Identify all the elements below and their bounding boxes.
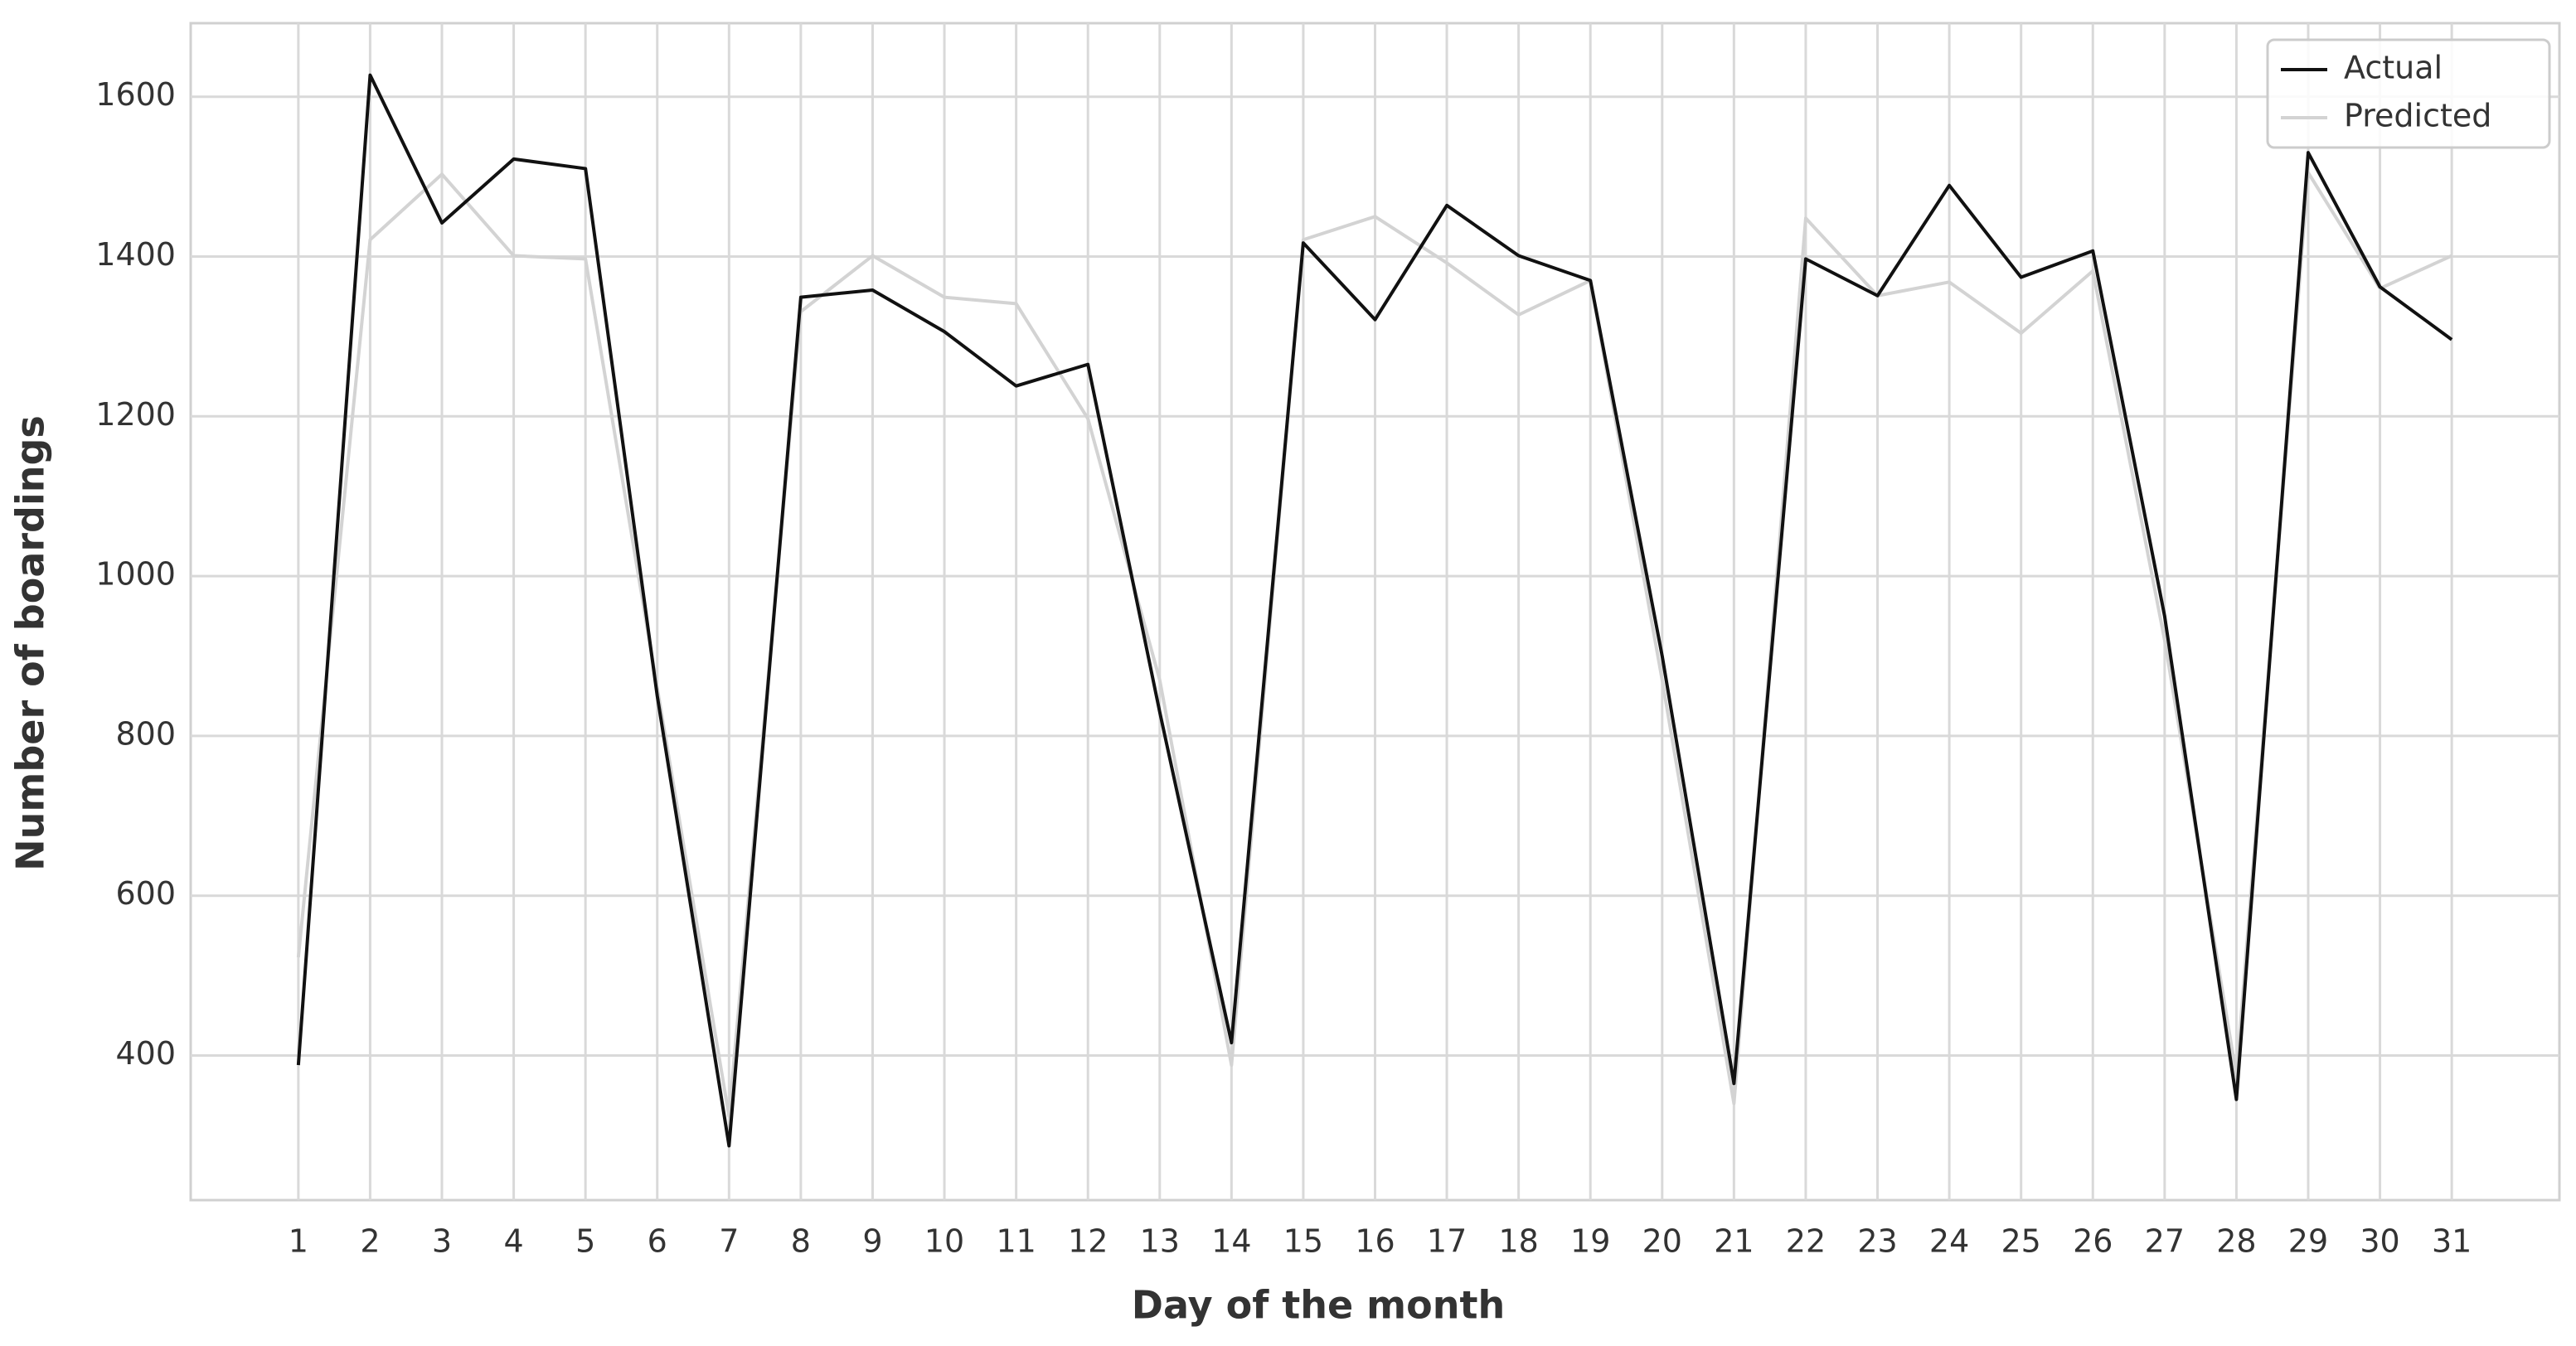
x-tick-label: 12	[1068, 1223, 1108, 1260]
x-tick-label: 29	[2288, 1223, 2328, 1260]
x-tick-label: 26	[2073, 1223, 2113, 1260]
x-tick-label: 8	[791, 1223, 811, 1260]
legend-label: Predicted	[2344, 98, 2491, 134]
x-tick-label: 7	[719, 1223, 739, 1260]
x-tick-label: 20	[1642, 1223, 1682, 1260]
line-series	[296, 73, 2453, 1148]
x-tick-label: 21	[1714, 1223, 1754, 1260]
x-tick-label: 10	[924, 1223, 964, 1260]
x-tick-label: 1	[289, 1223, 308, 1260]
x-tick-label: 25	[2001, 1223, 2041, 1260]
x-axis-label: Day of the month	[1132, 1283, 1505, 1328]
x-tick-label: 17	[1427, 1223, 1467, 1260]
x-tick-label: 3	[432, 1223, 452, 1260]
x-tick-label: 24	[1929, 1223, 1969, 1260]
x-tick-label: 5	[575, 1223, 595, 1260]
y-tick-label: 400	[115, 1035, 176, 1072]
legend-label: Actual	[2344, 50, 2443, 86]
x-tick-label: 22	[1786, 1223, 1826, 1260]
y-tick-label: 1200	[95, 396, 176, 433]
x-tick-label: 16	[1355, 1223, 1395, 1260]
x-tick-label: 13	[1140, 1223, 1180, 1260]
x-tick-label: 23	[1857, 1223, 1897, 1260]
x-tick-label: 15	[1283, 1223, 1323, 1260]
y-tick-label: 600	[115, 875, 176, 912]
x-tick-label: 14	[1211, 1223, 1251, 1260]
x-tick-label: 31	[2432, 1223, 2472, 1260]
x-tick-label: 30	[2360, 1223, 2399, 1260]
x-tick-label: 4	[503, 1223, 523, 1260]
x-tick-label: 6	[648, 1223, 667, 1260]
x-tick-label: 28	[2216, 1223, 2256, 1260]
x-tick-label: 9	[862, 1223, 882, 1260]
y-tick-label: 800	[115, 715, 176, 752]
x-tick-label: 27	[2145, 1223, 2185, 1260]
x-tick-label: 19	[1570, 1223, 1610, 1260]
x-tick-label: 18	[1498, 1223, 1538, 1260]
y-tick-label: 1600	[95, 76, 176, 113]
x-tick-label: 2	[360, 1223, 380, 1260]
y-tick-label: 1000	[95, 556, 176, 593]
legend-box	[2266, 38, 2551, 149]
y-tick-label: 1400	[95, 236, 176, 273]
y-axis-label: Number of boardings	[8, 415, 53, 871]
x-tick-label: 11	[996, 1223, 1036, 1260]
